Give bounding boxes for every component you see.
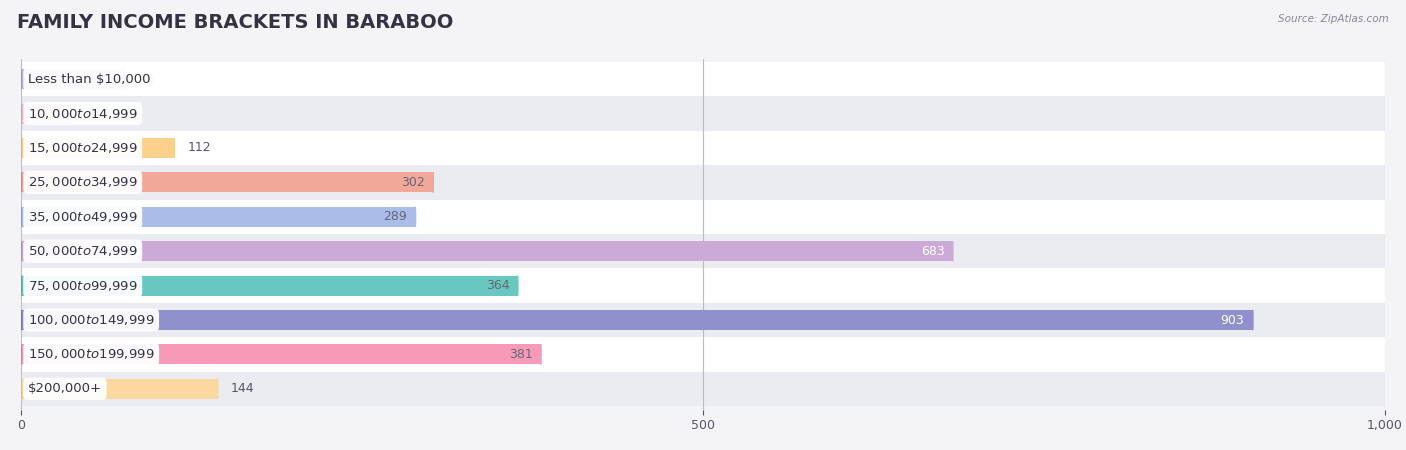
Text: Source: ZipAtlas.com: Source: ZipAtlas.com (1278, 14, 1389, 23)
Text: $35,000 to $49,999: $35,000 to $49,999 (28, 210, 138, 224)
Bar (21, 131, 1385, 165)
Bar (21, 69, 125, 89)
Bar (21, 310, 1253, 330)
Bar (21, 268, 1385, 303)
Text: $75,000 to $99,999: $75,000 to $99,999 (28, 279, 138, 292)
Bar (21, 96, 1385, 131)
Text: $10,000 to $14,999: $10,000 to $14,999 (28, 107, 138, 121)
Text: 381: 381 (509, 348, 533, 361)
Bar (21, 241, 953, 261)
Bar (21, 165, 1385, 200)
Text: 76: 76 (138, 72, 155, 86)
Text: $100,000 to $149,999: $100,000 to $149,999 (28, 313, 155, 327)
Text: 289: 289 (384, 210, 408, 223)
Bar (21, 344, 541, 364)
Bar (21, 337, 1385, 372)
Bar (21, 379, 218, 399)
Text: 364: 364 (485, 279, 509, 292)
Text: 683: 683 (921, 245, 945, 258)
Bar (21, 172, 433, 192)
Text: 112: 112 (187, 141, 211, 154)
Bar (21, 138, 174, 158)
Text: $150,000 to $199,999: $150,000 to $199,999 (28, 347, 155, 361)
Bar (21, 303, 1385, 337)
Bar (21, 200, 1385, 234)
Text: 302: 302 (401, 176, 425, 189)
Text: $25,000 to $34,999: $25,000 to $34,999 (28, 176, 138, 189)
Text: $200,000+: $200,000+ (28, 382, 101, 396)
Text: Less than $10,000: Less than $10,000 (28, 72, 150, 86)
Bar (21, 62, 1385, 96)
Bar (21, 104, 70, 124)
Bar (21, 372, 1385, 406)
Text: FAMILY INCOME BRACKETS IN BARABOO: FAMILY INCOME BRACKETS IN BARABOO (17, 14, 453, 32)
Text: $50,000 to $74,999: $50,000 to $74,999 (28, 244, 138, 258)
Bar (21, 276, 517, 296)
Text: 903: 903 (1220, 314, 1244, 327)
Text: 36: 36 (84, 107, 100, 120)
Text: 144: 144 (231, 382, 254, 396)
Bar (21, 234, 1385, 268)
Text: $15,000 to $24,999: $15,000 to $24,999 (28, 141, 138, 155)
Bar (21, 207, 415, 227)
